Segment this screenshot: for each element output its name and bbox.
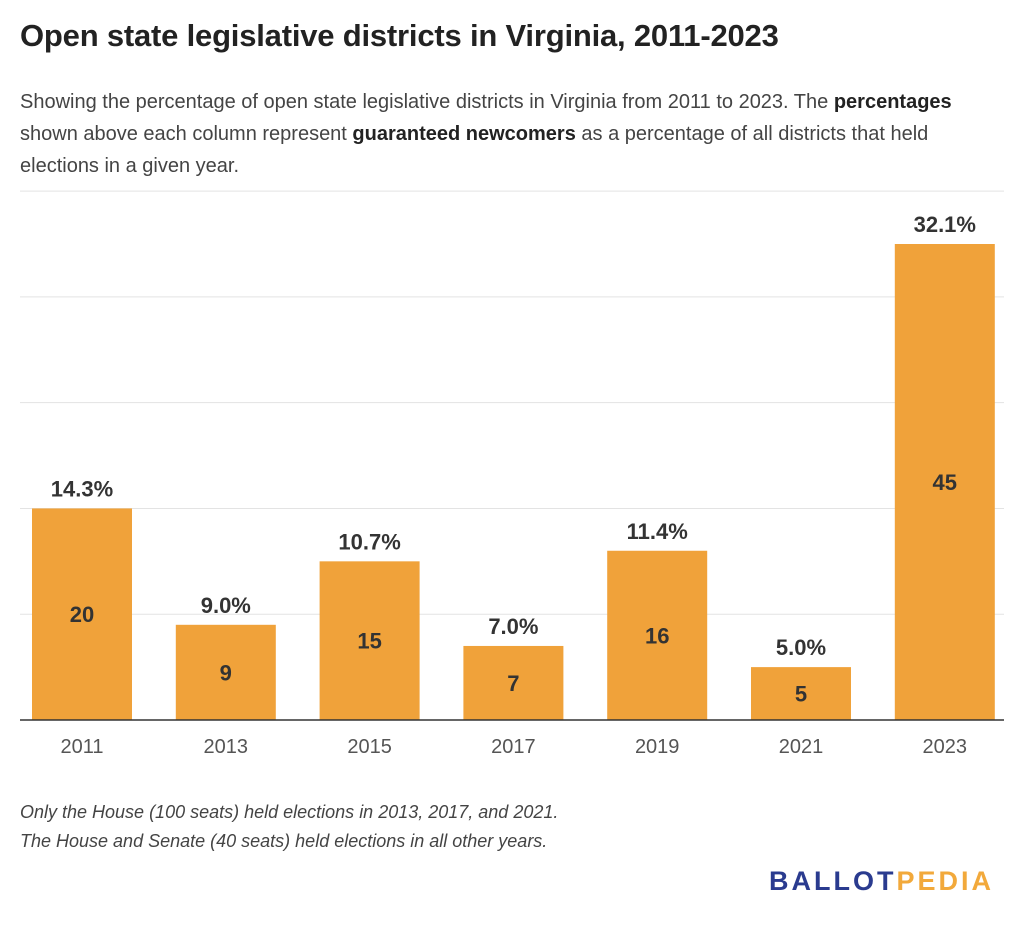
bar-value-label: 9 — [220, 660, 232, 685]
bar — [463, 645, 564, 720]
bar-chart: 20 14.3% 2011 9 9.0% 2013 15 10.7% 2015 7 7.0% 2017… — [20, 190, 1004, 758]
bar — [607, 550, 708, 720]
bar-value-label: 20 — [70, 602, 94, 627]
logo-part-ballot: BALLOT — [769, 866, 897, 896]
bar-value-label: 16 — [645, 623, 669, 648]
bar-percent-label: 14.3% — [51, 476, 113, 501]
bar-value-label: 45 — [933, 470, 957, 495]
bar — [32, 508, 132, 720]
subtitle-text-3: as a percentage of all districts that he… — [20, 123, 929, 177]
x-tick-label: 2017 — [491, 736, 536, 758]
bar-percent-label: 10.7% — [338, 529, 400, 554]
bar-percent-label: 5.0% — [776, 635, 826, 660]
bar-percent-label: 7.0% — [488, 614, 538, 639]
x-tick-label: 2019 — [635, 736, 680, 758]
footnote-line: The House and Senate (40 seats) held ele… — [20, 831, 548, 851]
bar-value-label: 5 — [795, 682, 807, 707]
footnote-line: Only the House (100 seats) held election… — [20, 802, 559, 822]
subtitle-text-2: shown above each column represent — [20, 123, 353, 145]
footnotes: Only the House (100 seats) held election… — [20, 798, 558, 856]
subtitle-bold-newcomers: guaranteed newcomers — [352, 123, 576, 145]
bar-value-label: 15 — [357, 629, 381, 654]
bar-percent-label: 9.0% — [201, 593, 251, 618]
subtitle-text-1: Showing the percentage of open state leg… — [20, 91, 834, 113]
ballotpedia-logo: BALLOTPEDIA — [769, 866, 994, 897]
bar-percent-label: 11.4% — [627, 519, 688, 544]
x-tick-label: 2021 — [779, 736, 824, 758]
chart-title: Open state legislative districts in Virg… — [20, 18, 779, 53]
x-tick-label: 2013 — [204, 736, 249, 758]
x-tick-label: 2023 — [923, 736, 968, 758]
bar — [319, 561, 420, 720]
x-tick-label: 2011 — [60, 736, 103, 758]
subtitle-bold-percentages: percentages — [833, 91, 952, 113]
bar — [175, 624, 276, 720]
chart-subtitle: Showing the percentage of open state leg… — [20, 86, 1005, 182]
bar — [894, 244, 995, 720]
bar-value-label: 7 — [507, 671, 519, 696]
x-tick-label: 2015 — [347, 736, 392, 758]
bar — [751, 667, 851, 720]
bar-percent-label: 32.1% — [914, 212, 976, 237]
logo-part-pedia: PEDIA — [896, 866, 995, 896]
